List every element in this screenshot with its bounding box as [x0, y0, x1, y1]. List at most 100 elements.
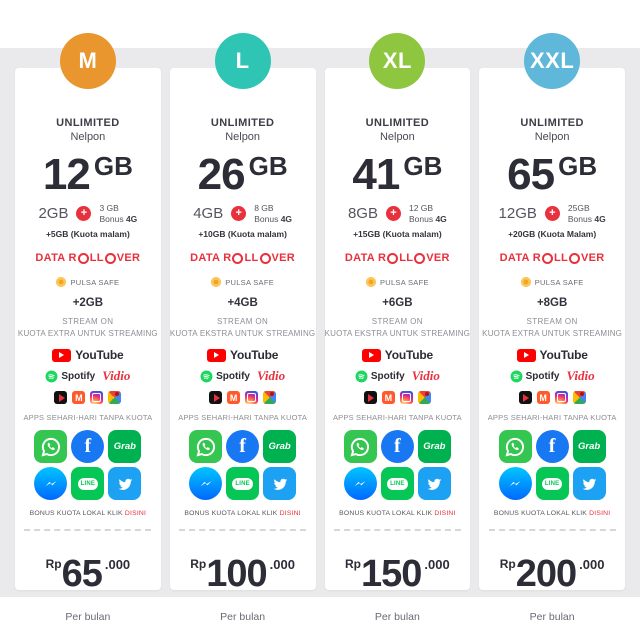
quota-unit: GB [93, 151, 133, 181]
night-quota: +15GB (Kuota malam) [353, 229, 442, 240]
rollover-o-icon [104, 252, 116, 264]
messenger-icon [343, 467, 377, 501]
bonus-gb: 12 GB [408, 203, 434, 213]
rollover-o-icon [414, 252, 426, 264]
apps-daily-label: APPS SEHARI-HARI TANPA KUOTA [487, 413, 617, 423]
camera-lens [556, 393, 566, 403]
rollover-text-2: LL [553, 252, 569, 265]
grab-icon: Grab [263, 430, 297, 464]
base-quota: 12GB [498, 205, 537, 223]
price-thousand: .000 [424, 557, 450, 573]
disini-link[interactable]: DISINI [124, 510, 147, 518]
social-apps-grid: f Grab LINE [189, 430, 297, 501]
mini-apps-row: M [363, 391, 431, 405]
plus-icon: + [76, 206, 92, 222]
stream-quota-label: KUOTA EKSTRA UNTUK STREAMING [324, 329, 471, 339]
total-quota: 65 GB [507, 153, 597, 197]
whatsapp-icon [498, 430, 532, 464]
rollover-text-1: DATA R [190, 252, 232, 265]
price-thousand: .000 [269, 557, 295, 573]
line-label: LINE [232, 477, 253, 490]
line-icon: LINE [535, 467, 569, 501]
bonus-quota: 12 GB Bonus 4G [409, 203, 447, 224]
messenger-icon [498, 467, 532, 501]
youtube-row: YouTube [52, 348, 124, 362]
whatsapp-icon [189, 430, 223, 464]
youtube-row: YouTube [516, 348, 588, 362]
per-month-label: Per bulan [374, 611, 420, 624]
stream-on-label: STREAM ON [217, 317, 269, 327]
pulsa-safe-row: PULSA SAFE [520, 277, 584, 288]
spotify-vidio-row: Spotify Vidio [510, 368, 595, 384]
facebook-icon: f [71, 430, 105, 464]
vidio-logo: Vidio [566, 368, 595, 384]
grab-icon: Grab [417, 430, 451, 464]
disini-link[interactable]: DISINI [279, 510, 301, 518]
extra-quota: +6GB [382, 297, 413, 310]
bonus-4g-label: Bonus 4G [99, 214, 137, 225]
bonus-lokal-line: BONUS KUOTA LOKAL KLIK DISINI [339, 510, 455, 517]
pulsa-safe-row: PULSA SAFE [365, 277, 429, 288]
apps-daily-label: APPS SEHARI-HARI TANPA KUOTA [332, 413, 462, 423]
messenger-icon [34, 467, 68, 501]
per-month-label: Per bulan [529, 611, 575, 624]
pulsa-safe-icon [365, 277, 376, 288]
nelpon-label: Nelpon [379, 131, 415, 143]
video-app-icon [209, 391, 223, 405]
line-icon: LINE [226, 467, 260, 501]
social-apps-grid: f Grab LINE [343, 430, 451, 501]
disini-link[interactable]: DISINI [434, 510, 456, 518]
price: Rp 65.000 [46, 555, 131, 593]
youtube-row: YouTube [207, 348, 278, 362]
video-app-icon [363, 391, 377, 405]
dashed-divider [488, 529, 616, 532]
m-app-icon: M [536, 391, 550, 405]
rollover-text-3: VER [426, 252, 450, 265]
tier-label: L [235, 48, 250, 73]
plan-card-l: L UNLIMITED Nelpon 26 GB 4GB + 8 GB Bonus … [169, 33, 316, 623]
grab-icon: Grab [572, 430, 606, 464]
rollover-text-3: VER [271, 252, 296, 265]
total-quota: 41 GB [352, 153, 442, 197]
night-quota: +20GB (Kuota Malam) [508, 229, 597, 240]
mini-apps-row: M [518, 391, 586, 405]
pulsa-safe-label: PULSA SAFE [70, 277, 120, 287]
disini-link[interactable]: DISINI [589, 510, 611, 518]
unlimited-label: UNLIMITED [520, 117, 584, 129]
bonus-word: Bonus [567, 213, 592, 224]
pulsa-safe-row: PULSA SAFE [211, 277, 274, 288]
unlimited-label: UNLIMITED [56, 117, 120, 129]
instagram-icon [554, 391, 568, 405]
youtube-icon [207, 348, 227, 362]
price-amount: 65 [61, 553, 103, 596]
map-pin [424, 392, 429, 397]
extra-quota: +4GB [227, 297, 258, 310]
facebook-icon: f [535, 430, 569, 464]
play-triangle [523, 352, 529, 359]
rollover-o-icon [387, 252, 399, 264]
total-quota: 12 GB [43, 153, 133, 197]
whatsapp-icon [34, 430, 68, 464]
play-triangle [213, 393, 220, 402]
price: Rp 150.000 [345, 555, 450, 593]
rollover-text-3: VER [581, 252, 605, 265]
rollover-text-2: LL [244, 252, 259, 265]
plus-icon: + [231, 206, 247, 222]
instagram-icon [399, 391, 413, 405]
rollover-text-2: LL [399, 252, 414, 265]
plan-card-xxl: XXL UNLIMITED Nelpon 65 GB 12GB + 25GB Bon… [479, 33, 625, 623]
bonus-lokal-text: BONUS KUOTA LOKAL KLIK [493, 510, 588, 518]
play-triangle [58, 393, 65, 402]
line-label: LINE [541, 477, 563, 490]
tier-badge: XXL [524, 33, 581, 89]
rollover-text-1: DATA R [35, 252, 77, 265]
plan-card-xl: XL UNLIMITED Nelpon 41 GB 8GB + 12 GB Bonu… [324, 33, 471, 623]
total-quota: 26 GB [198, 153, 288, 197]
dashed-divider [24, 529, 152, 532]
night-quota: +10GB (Kuota malam) [198, 229, 287, 240]
plan-cards-row: M UNLIMITED Nelpon 12 GB 2GB + 3 GB Bonus … [15, 33, 625, 623]
vidio-logo: Vidio [256, 368, 286, 384]
pulsa-safe-icon [56, 277, 67, 288]
tier-label: M [78, 48, 98, 73]
data-rollover-label: DATA R LL VER [35, 252, 140, 264]
